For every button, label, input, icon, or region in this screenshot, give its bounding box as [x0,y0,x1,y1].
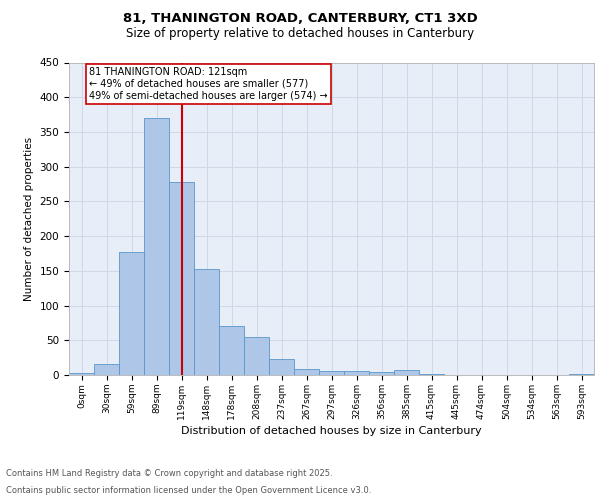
Text: Contains public sector information licensed under the Open Government Licence v3: Contains public sector information licen… [6,486,371,495]
Bar [144,118,169,375]
Y-axis label: Number of detached properties: Number of detached properties [24,136,34,301]
Bar [244,337,269,375]
Bar [569,374,594,375]
Bar [169,182,194,375]
Bar [119,252,144,375]
Bar [94,364,119,375]
Text: 81 THANINGTON ROAD: 121sqm
← 49% of detached houses are smaller (577)
49% of sem: 81 THANINGTON ROAD: 121sqm ← 49% of deta… [89,68,328,100]
X-axis label: Distribution of detached houses by size in Canterbury: Distribution of detached houses by size … [181,426,482,436]
Bar [394,370,419,375]
Bar [194,269,219,375]
Text: Size of property relative to detached houses in Canterbury: Size of property relative to detached ho… [126,28,474,40]
Bar [344,371,369,375]
Text: 81, THANINGTON ROAD, CANTERBURY, CT1 3XD: 81, THANINGTON ROAD, CANTERBURY, CT1 3XD [122,12,478,26]
Bar [294,369,319,375]
Bar [219,326,244,375]
Bar [369,372,394,375]
Bar [419,374,444,375]
Bar [69,373,94,375]
Bar [269,359,294,375]
Text: Contains HM Land Registry data © Crown copyright and database right 2025.: Contains HM Land Registry data © Crown c… [6,468,332,477]
Bar [319,371,344,375]
